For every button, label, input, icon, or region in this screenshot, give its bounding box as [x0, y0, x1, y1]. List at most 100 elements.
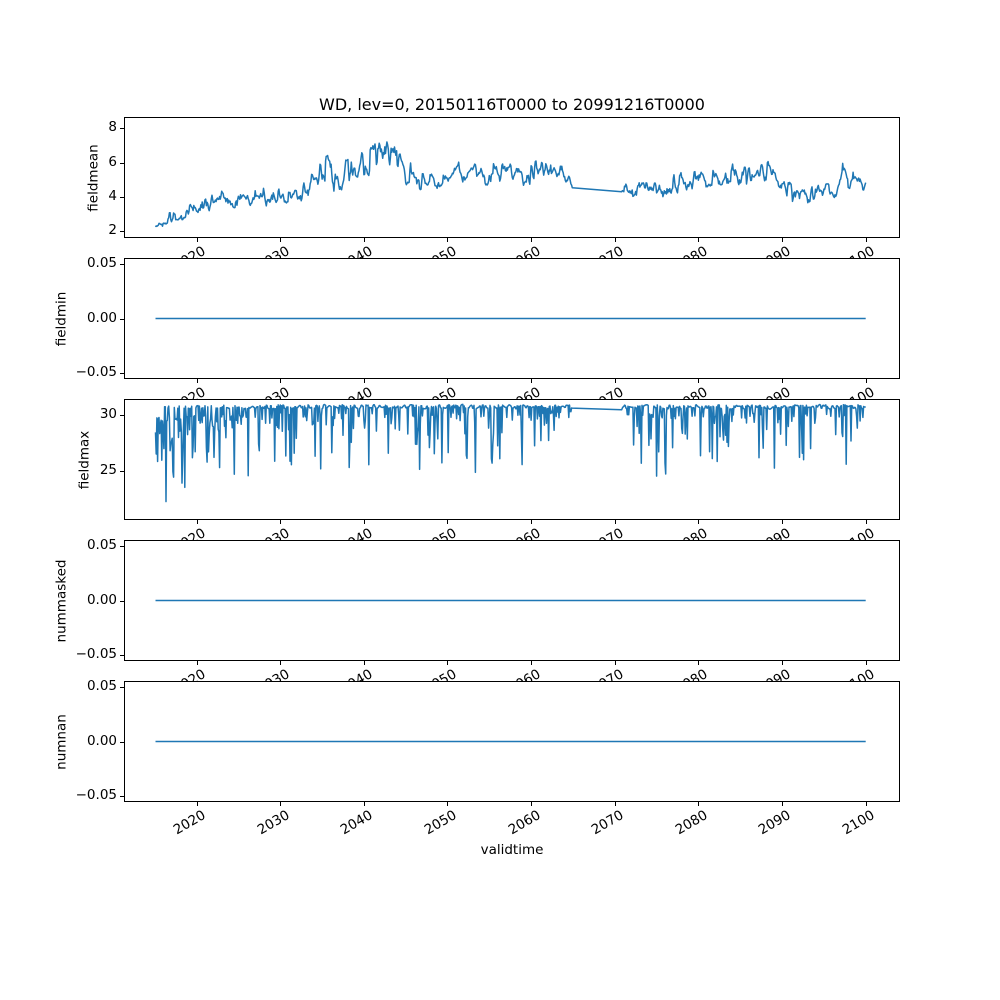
x-tick-mark: [196, 520, 198, 524]
x-tick-mark: [698, 520, 700, 524]
y-tick-label: 0.00: [86, 732, 117, 749]
x-tick-label: 2030: [254, 525, 293, 557]
x-tick-label: 2040: [337, 525, 376, 557]
series-line-fieldmax: [154, 403, 866, 503]
x-tick-mark: [196, 238, 198, 242]
x-tick-label: 2060: [505, 807, 543, 839]
x-tick-mark: [781, 379, 783, 383]
axes-frame-numnan: [124, 681, 900, 802]
y-tick-mark: [120, 196, 124, 198]
x-tick-mark: [614, 520, 616, 524]
x-tick-label: 2080: [672, 384, 711, 416]
y-tick-label: 25: [99, 461, 117, 478]
x-tick-mark: [363, 802, 365, 806]
y-tick-mark: [120, 600, 124, 602]
x-tick-mark: [447, 379, 449, 383]
x-tick-label: 2060: [505, 666, 543, 698]
y-tick-mark: [120, 470, 124, 472]
x-tick-mark: [698, 802, 700, 806]
x-tick-label: 2070: [588, 807, 627, 839]
y-tick-label: 0.05: [86, 678, 117, 695]
x-tick-label: 2070: [588, 243, 627, 275]
x-tick-label: 2030: [254, 384, 293, 416]
y-tick-mark: [120, 318, 124, 320]
x-tick-label: 2090: [756, 243, 794, 275]
axes-frame-fieldmin: [124, 258, 900, 379]
y-axis-label-fieldmax: fieldmax: [76, 430, 93, 489]
x-tick-label: 2030: [254, 807, 293, 839]
chart-title: WD, lev=0, 20150116T0000 to 20991216T000…: [319, 95, 705, 114]
x-tick-label: 2100: [839, 384, 878, 416]
x-tick-mark: [865, 661, 867, 665]
x-tick-label: 2090: [756, 384, 794, 416]
y-tick-label: −0.05: [75, 786, 117, 803]
x-tick-mark: [447, 661, 449, 665]
y-tick-label: 30: [99, 406, 117, 423]
x-tick-mark: [698, 379, 700, 383]
y-tick-label: 6: [108, 153, 117, 170]
x-axis-label: validtime: [480, 842, 544, 858]
x-tick-mark: [614, 238, 616, 242]
x-tick-mark: [865, 379, 867, 383]
x-tick-label: 2080: [672, 243, 711, 275]
y-tick-label: −0.05: [75, 363, 117, 380]
y-tick-mark: [120, 546, 124, 548]
y-tick-mark: [120, 415, 124, 417]
x-tick-mark: [614, 661, 616, 665]
x-tick-mark: [781, 661, 783, 665]
x-tick-label: 2100: [839, 243, 878, 275]
x-tick-mark: [531, 238, 532, 242]
y-tick-label: 0.00: [86, 591, 117, 608]
y-axis-label-numnan: numnan: [53, 713, 70, 770]
x-tick-mark: [447, 802, 449, 806]
x-tick-label: 2040: [337, 243, 376, 275]
x-tick-mark: [865, 520, 867, 524]
x-tick-mark: [447, 238, 449, 242]
y-tick-mark: [120, 687, 124, 689]
x-tick-label: 2050: [421, 384, 460, 416]
y-axis-label-fieldmean: fieldmean: [85, 143, 102, 212]
x-tick-mark: [698, 661, 700, 665]
plot-area-nummasked: [155, 599, 866, 602]
y-tick-label: 8: [108, 119, 117, 136]
axes-frame-nummasked: [124, 540, 900, 661]
x-tick-mark: [865, 802, 867, 806]
x-tick-mark: [531, 379, 532, 383]
axes-frame-fieldmean: [124, 117, 900, 238]
x-tick-label: 2020: [170, 384, 209, 416]
x-tick-label: 2060: [505, 525, 543, 557]
x-tick-mark: [531, 661, 532, 665]
x-tick-label: 2100: [839, 666, 878, 698]
x-tick-mark: [614, 802, 616, 806]
x-tick-mark: [865, 238, 867, 242]
x-tick-label: 2100: [839, 525, 878, 557]
x-tick-label: 2080: [672, 525, 711, 557]
x-tick-mark: [781, 802, 783, 806]
y-tick-mark: [120, 128, 124, 130]
axes-frame-fieldmax: [124, 399, 900, 520]
x-tick-label: 2050: [421, 666, 460, 698]
x-tick-mark: [280, 379, 282, 383]
x-tick-label: 2080: [672, 807, 711, 839]
plot-area-fieldmin: [155, 317, 866, 320]
y-tick-mark: [120, 162, 124, 164]
x-tick-mark: [196, 802, 198, 806]
x-tick-label: 2040: [337, 807, 376, 839]
plot-area-fieldmax: [154, 403, 866, 503]
y-tick-label: 0.05: [86, 537, 117, 554]
x-tick-mark: [363, 661, 365, 665]
y-tick-mark: [120, 741, 124, 743]
x-tick-label: 2030: [254, 666, 293, 698]
x-tick-mark: [280, 802, 282, 806]
x-tick-mark: [280, 238, 282, 242]
x-tick-label: 2050: [421, 807, 460, 839]
y-tick-mark: [120, 231, 124, 232]
y-tick-label: 0.05: [86, 255, 117, 272]
x-tick-label: 2070: [588, 384, 627, 416]
x-tick-label: 2060: [505, 243, 543, 275]
x-tick-label: 2020: [170, 525, 209, 557]
x-tick-mark: [781, 520, 783, 524]
x-tick-mark: [280, 520, 282, 524]
x-tick-mark: [280, 661, 282, 665]
